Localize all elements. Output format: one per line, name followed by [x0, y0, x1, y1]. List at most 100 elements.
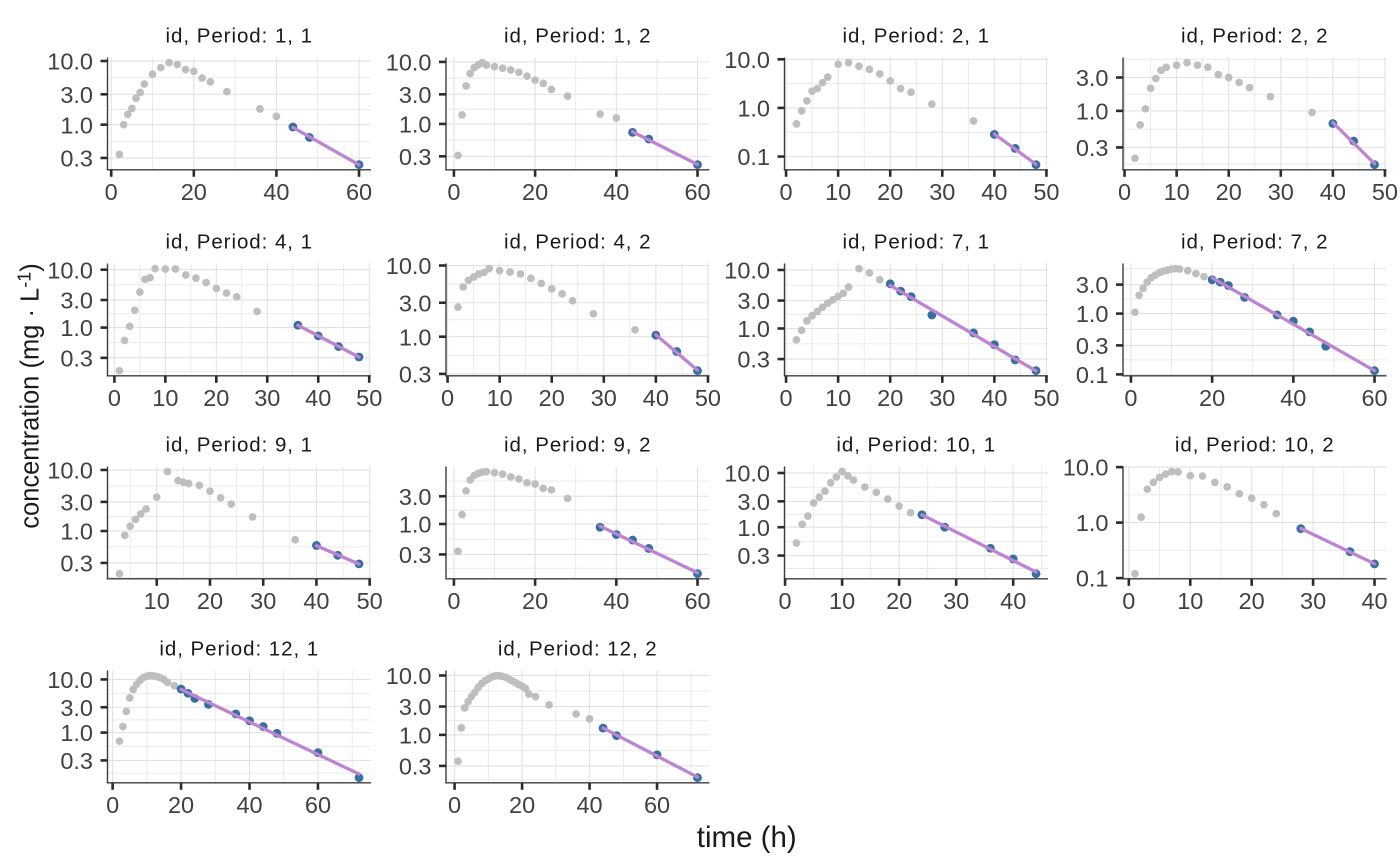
svg-text:10.0: 10.0: [47, 49, 93, 75]
svg-text:id, Period: 4, 2: id, Period: 4, 2: [504, 231, 651, 254]
svg-text:id, Period: 10, 2: id, Period: 10, 2: [1175, 434, 1335, 457]
svg-text:20: 20: [168, 792, 194, 818]
svg-text:40: 40: [643, 385, 669, 411]
svg-text:id, Period: 1, 1: id, Period: 1, 1: [166, 25, 313, 48]
svg-text:10.0: 10.0: [47, 257, 93, 283]
svg-text:0.3: 0.3: [399, 144, 432, 170]
svg-text:id, Period: 7, 2: id, Period: 7, 2: [1181, 231, 1328, 254]
svg-text:id, Period: 9, 2: id, Period: 9, 2: [504, 434, 651, 457]
svg-text:id, Period: 4, 1: id, Period: 4, 1: [166, 231, 313, 254]
svg-text:30: 30: [254, 385, 280, 411]
svg-text:0.3: 0.3: [399, 362, 432, 388]
svg-text:0: 0: [447, 179, 460, 205]
svg-text:0.1: 0.1: [737, 144, 770, 170]
svg-text:1.0: 1.0: [1076, 510, 1109, 536]
svg-text:20: 20: [181, 179, 207, 205]
svg-text:0.3: 0.3: [60, 146, 93, 172]
svg-text:1.0: 1.0: [1076, 98, 1109, 124]
svg-text:30: 30: [1300, 588, 1326, 614]
svg-text:30: 30: [929, 179, 955, 205]
svg-text:10: 10: [487, 385, 513, 411]
svg-text:1.0: 1.0: [60, 112, 93, 138]
svg-text:1.0: 1.0: [1076, 301, 1109, 327]
svg-text:50: 50: [357, 588, 383, 614]
svg-text:40: 40: [603, 179, 629, 205]
svg-text:10.0: 10.0: [386, 253, 432, 279]
svg-text:0: 0: [780, 179, 793, 205]
svg-text:50: 50: [1372, 179, 1398, 205]
svg-text:40: 40: [1000, 588, 1026, 614]
svg-text:10: 10: [1177, 588, 1203, 614]
svg-text:10.0: 10.0: [47, 458, 93, 484]
svg-text:30: 30: [929, 385, 955, 411]
svg-text:10.0: 10.0: [386, 663, 432, 689]
svg-text:concentration (mg · L-1): concentration (mg · L-1): [15, 263, 45, 528]
svg-text:1.0: 1.0: [399, 512, 432, 538]
svg-text:id, Period: 1, 2: id, Period: 1, 2: [504, 25, 651, 48]
svg-text:60: 60: [346, 179, 372, 205]
svg-text:0: 0: [106, 792, 119, 818]
svg-text:10: 10: [1164, 179, 1190, 205]
svg-text:0.1: 0.1: [1076, 362, 1109, 388]
svg-text:60: 60: [305, 792, 331, 818]
svg-text:0.3: 0.3: [399, 754, 432, 780]
svg-text:20: 20: [877, 385, 903, 411]
svg-text:30: 30: [591, 385, 617, 411]
svg-text:3.0: 3.0: [399, 290, 432, 316]
svg-text:id, Period: 12, 2: id, Period: 12, 2: [498, 638, 658, 661]
svg-text:3.0: 3.0: [399, 484, 432, 510]
svg-text:3.0: 3.0: [60, 695, 93, 721]
svg-text:id, Period: 12, 1: id, Period: 12, 1: [159, 638, 319, 661]
svg-text:0.3: 0.3: [737, 347, 770, 373]
svg-text:60: 60: [644, 792, 670, 818]
svg-text:1.0: 1.0: [737, 96, 770, 122]
svg-text:10.0: 10.0: [724, 258, 770, 284]
svg-text:10: 10: [144, 588, 170, 614]
svg-text:3.0: 3.0: [1076, 65, 1109, 91]
svg-text:3.0: 3.0: [399, 694, 432, 720]
svg-text:10.0: 10.0: [724, 47, 770, 73]
svg-text:20: 20: [522, 588, 548, 614]
svg-text:0: 0: [108, 385, 121, 411]
svg-text:3.0: 3.0: [60, 489, 93, 515]
svg-text:40: 40: [981, 179, 1007, 205]
svg-text:3.0: 3.0: [737, 489, 770, 515]
svg-text:0: 0: [441, 385, 454, 411]
svg-text:1.0: 1.0: [60, 315, 93, 341]
svg-text:30: 30: [250, 588, 276, 614]
svg-text:id, Period: 9, 1: id, Period: 9, 1: [166, 434, 313, 457]
svg-text:20: 20: [1199, 385, 1225, 411]
svg-text:50: 50: [1033, 179, 1059, 205]
svg-text:40: 40: [576, 792, 602, 818]
svg-text:40: 40: [305, 385, 331, 411]
svg-text:3.0: 3.0: [399, 82, 432, 108]
svg-text:time (h): time (h): [697, 821, 797, 854]
svg-text:0: 0: [1118, 179, 1131, 205]
svg-text:1.0: 1.0: [399, 722, 432, 748]
svg-text:id, Period: 2, 1: id, Period: 2, 1: [843, 25, 990, 48]
svg-text:40: 40: [303, 588, 329, 614]
svg-text:20: 20: [197, 588, 223, 614]
svg-text:40: 40: [603, 588, 629, 614]
svg-text:0.1: 0.1: [1076, 566, 1109, 592]
svg-text:0: 0: [1122, 588, 1135, 614]
svg-text:40: 40: [1320, 179, 1346, 205]
svg-text:40: 40: [1361, 588, 1387, 614]
svg-text:20: 20: [886, 588, 912, 614]
svg-text:0.3: 0.3: [399, 542, 432, 568]
svg-text:id, Period: 2, 2: id, Period: 2, 2: [1181, 25, 1328, 48]
svg-text:20: 20: [203, 385, 229, 411]
svg-text:0.3: 0.3: [1076, 135, 1109, 161]
svg-text:0: 0: [1124, 385, 1137, 411]
svg-text:20: 20: [1216, 179, 1242, 205]
svg-text:0: 0: [779, 588, 792, 614]
svg-text:50: 50: [695, 385, 721, 411]
svg-text:60: 60: [1361, 385, 1387, 411]
svg-text:0: 0: [447, 588, 460, 614]
svg-text:10: 10: [825, 179, 851, 205]
svg-text:40: 40: [236, 792, 262, 818]
svg-text:10.0: 10.0: [386, 50, 432, 76]
svg-text:1.0: 1.0: [737, 515, 770, 541]
svg-text:0: 0: [105, 179, 118, 205]
svg-text:1.0: 1.0: [60, 720, 93, 746]
